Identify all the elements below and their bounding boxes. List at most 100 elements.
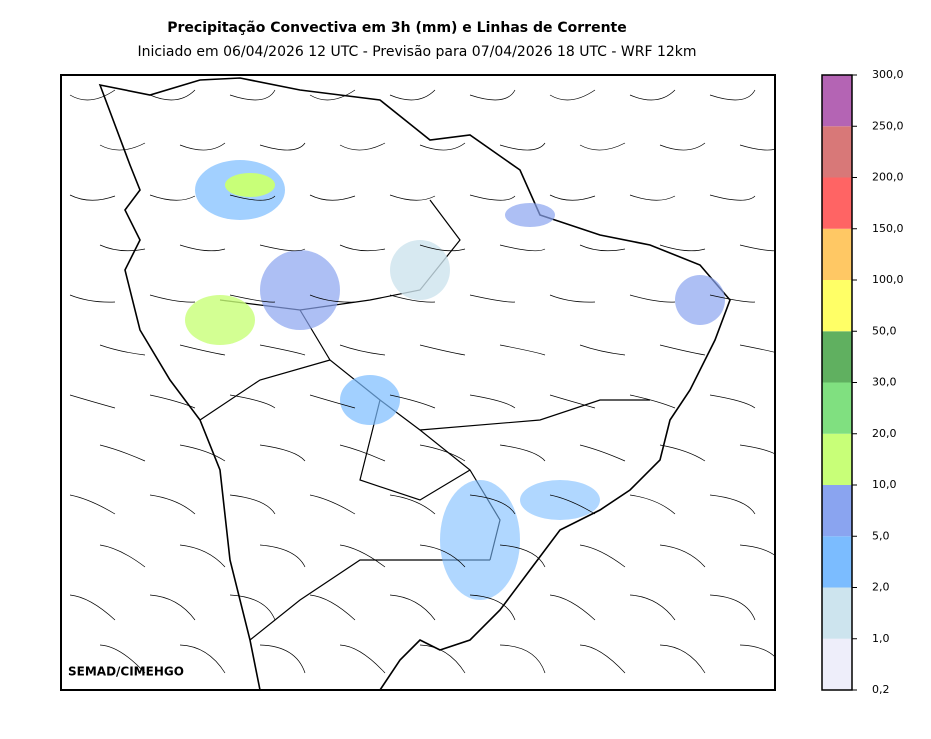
streamline <box>549 594 596 621</box>
streamline <box>709 394 756 409</box>
streamline <box>99 344 146 356</box>
streamlines <box>69 89 775 674</box>
streamline <box>389 494 436 515</box>
streamline <box>389 89 436 101</box>
streamline <box>389 394 436 409</box>
streamline <box>469 194 516 201</box>
streamline <box>259 544 306 568</box>
streamline <box>629 494 676 515</box>
streamline <box>739 544 775 556</box>
streamline <box>179 244 226 252</box>
streamline <box>739 144 775 151</box>
colorbar-label: 30,0 <box>872 376 897 389</box>
colorbar-segment <box>822 331 852 383</box>
colorbar-label: 100,0 <box>872 273 904 286</box>
streamline <box>229 89 276 101</box>
streamline <box>99 444 146 462</box>
streamline <box>419 142 466 151</box>
colorbar-label: 200,0 <box>872 171 904 184</box>
colorbar-label: 50,0 <box>872 324 897 337</box>
streamline <box>229 394 276 409</box>
streamline <box>309 594 356 621</box>
streamline <box>69 394 116 409</box>
streamline <box>69 494 116 515</box>
streamline <box>549 494 596 515</box>
streamline <box>389 294 436 303</box>
colorbar-segment <box>822 382 852 434</box>
streamline <box>419 644 466 674</box>
streamline <box>99 142 146 151</box>
streamline <box>709 194 756 201</box>
streamline <box>739 344 775 353</box>
streamline <box>229 494 276 515</box>
streamline <box>309 494 356 515</box>
streamline <box>259 644 306 674</box>
streamline <box>229 194 276 201</box>
streamline <box>659 544 706 568</box>
streamline <box>469 89 516 101</box>
colorbar-label: 0,2 <box>872 683 890 696</box>
colorbar-segment <box>822 587 852 639</box>
streamline <box>549 294 596 303</box>
colorbar-label: 1,0 <box>872 632 890 645</box>
streamline <box>499 244 546 252</box>
colorbar-segment <box>822 177 852 229</box>
streamline <box>419 544 466 568</box>
streamline <box>419 244 466 252</box>
colorbar-label: 5,0 <box>872 529 890 542</box>
streamline <box>99 544 146 568</box>
streamline <box>579 444 626 462</box>
streamline <box>339 142 386 151</box>
title: Precipitação Convectiva em 3h (mm) e Lin… <box>167 20 626 36</box>
streamline <box>579 142 626 151</box>
streamline <box>709 89 756 101</box>
streamline <box>579 244 626 252</box>
streamline <box>229 594 276 621</box>
streamline <box>149 294 196 303</box>
streamline <box>149 89 196 101</box>
streamline <box>179 142 226 151</box>
streamline <box>659 244 706 252</box>
colorbar-label: 150,0 <box>872 222 904 235</box>
streamline <box>739 244 775 252</box>
streamline <box>579 544 626 568</box>
streamline <box>259 444 306 462</box>
colorbar-segment <box>822 638 852 690</box>
streamline <box>709 594 756 621</box>
streamline <box>629 194 676 201</box>
credit: SEMAD/CIMEHGO <box>68 665 184 679</box>
land-outline <box>98 77 731 690</box>
streamline <box>339 344 386 356</box>
streamline <box>339 444 386 462</box>
streamline <box>709 294 756 303</box>
streamline <box>739 644 775 658</box>
streamline <box>579 344 626 356</box>
streamline <box>499 444 546 462</box>
streamline <box>629 594 676 621</box>
streamline <box>659 444 706 462</box>
streamline <box>389 594 436 621</box>
streamline <box>419 344 466 356</box>
streamline <box>659 644 706 674</box>
streamline <box>149 194 196 201</box>
streamline <box>259 244 306 252</box>
streamline <box>339 244 386 252</box>
streamline <box>339 644 386 674</box>
streamline <box>469 394 516 409</box>
streamline <box>179 344 226 356</box>
streamline <box>389 194 436 201</box>
streamline <box>309 394 356 409</box>
streamline <box>709 494 756 515</box>
streamline <box>149 394 196 409</box>
streamline <box>739 444 775 455</box>
streamline <box>69 294 116 303</box>
streamline <box>259 344 306 356</box>
streamline <box>579 644 626 674</box>
streamline <box>499 142 546 151</box>
colorbar-segment <box>822 228 852 280</box>
streamline <box>659 142 706 151</box>
colorbar-segment <box>822 485 852 537</box>
streamline <box>259 142 306 151</box>
streamline <box>229 294 276 303</box>
